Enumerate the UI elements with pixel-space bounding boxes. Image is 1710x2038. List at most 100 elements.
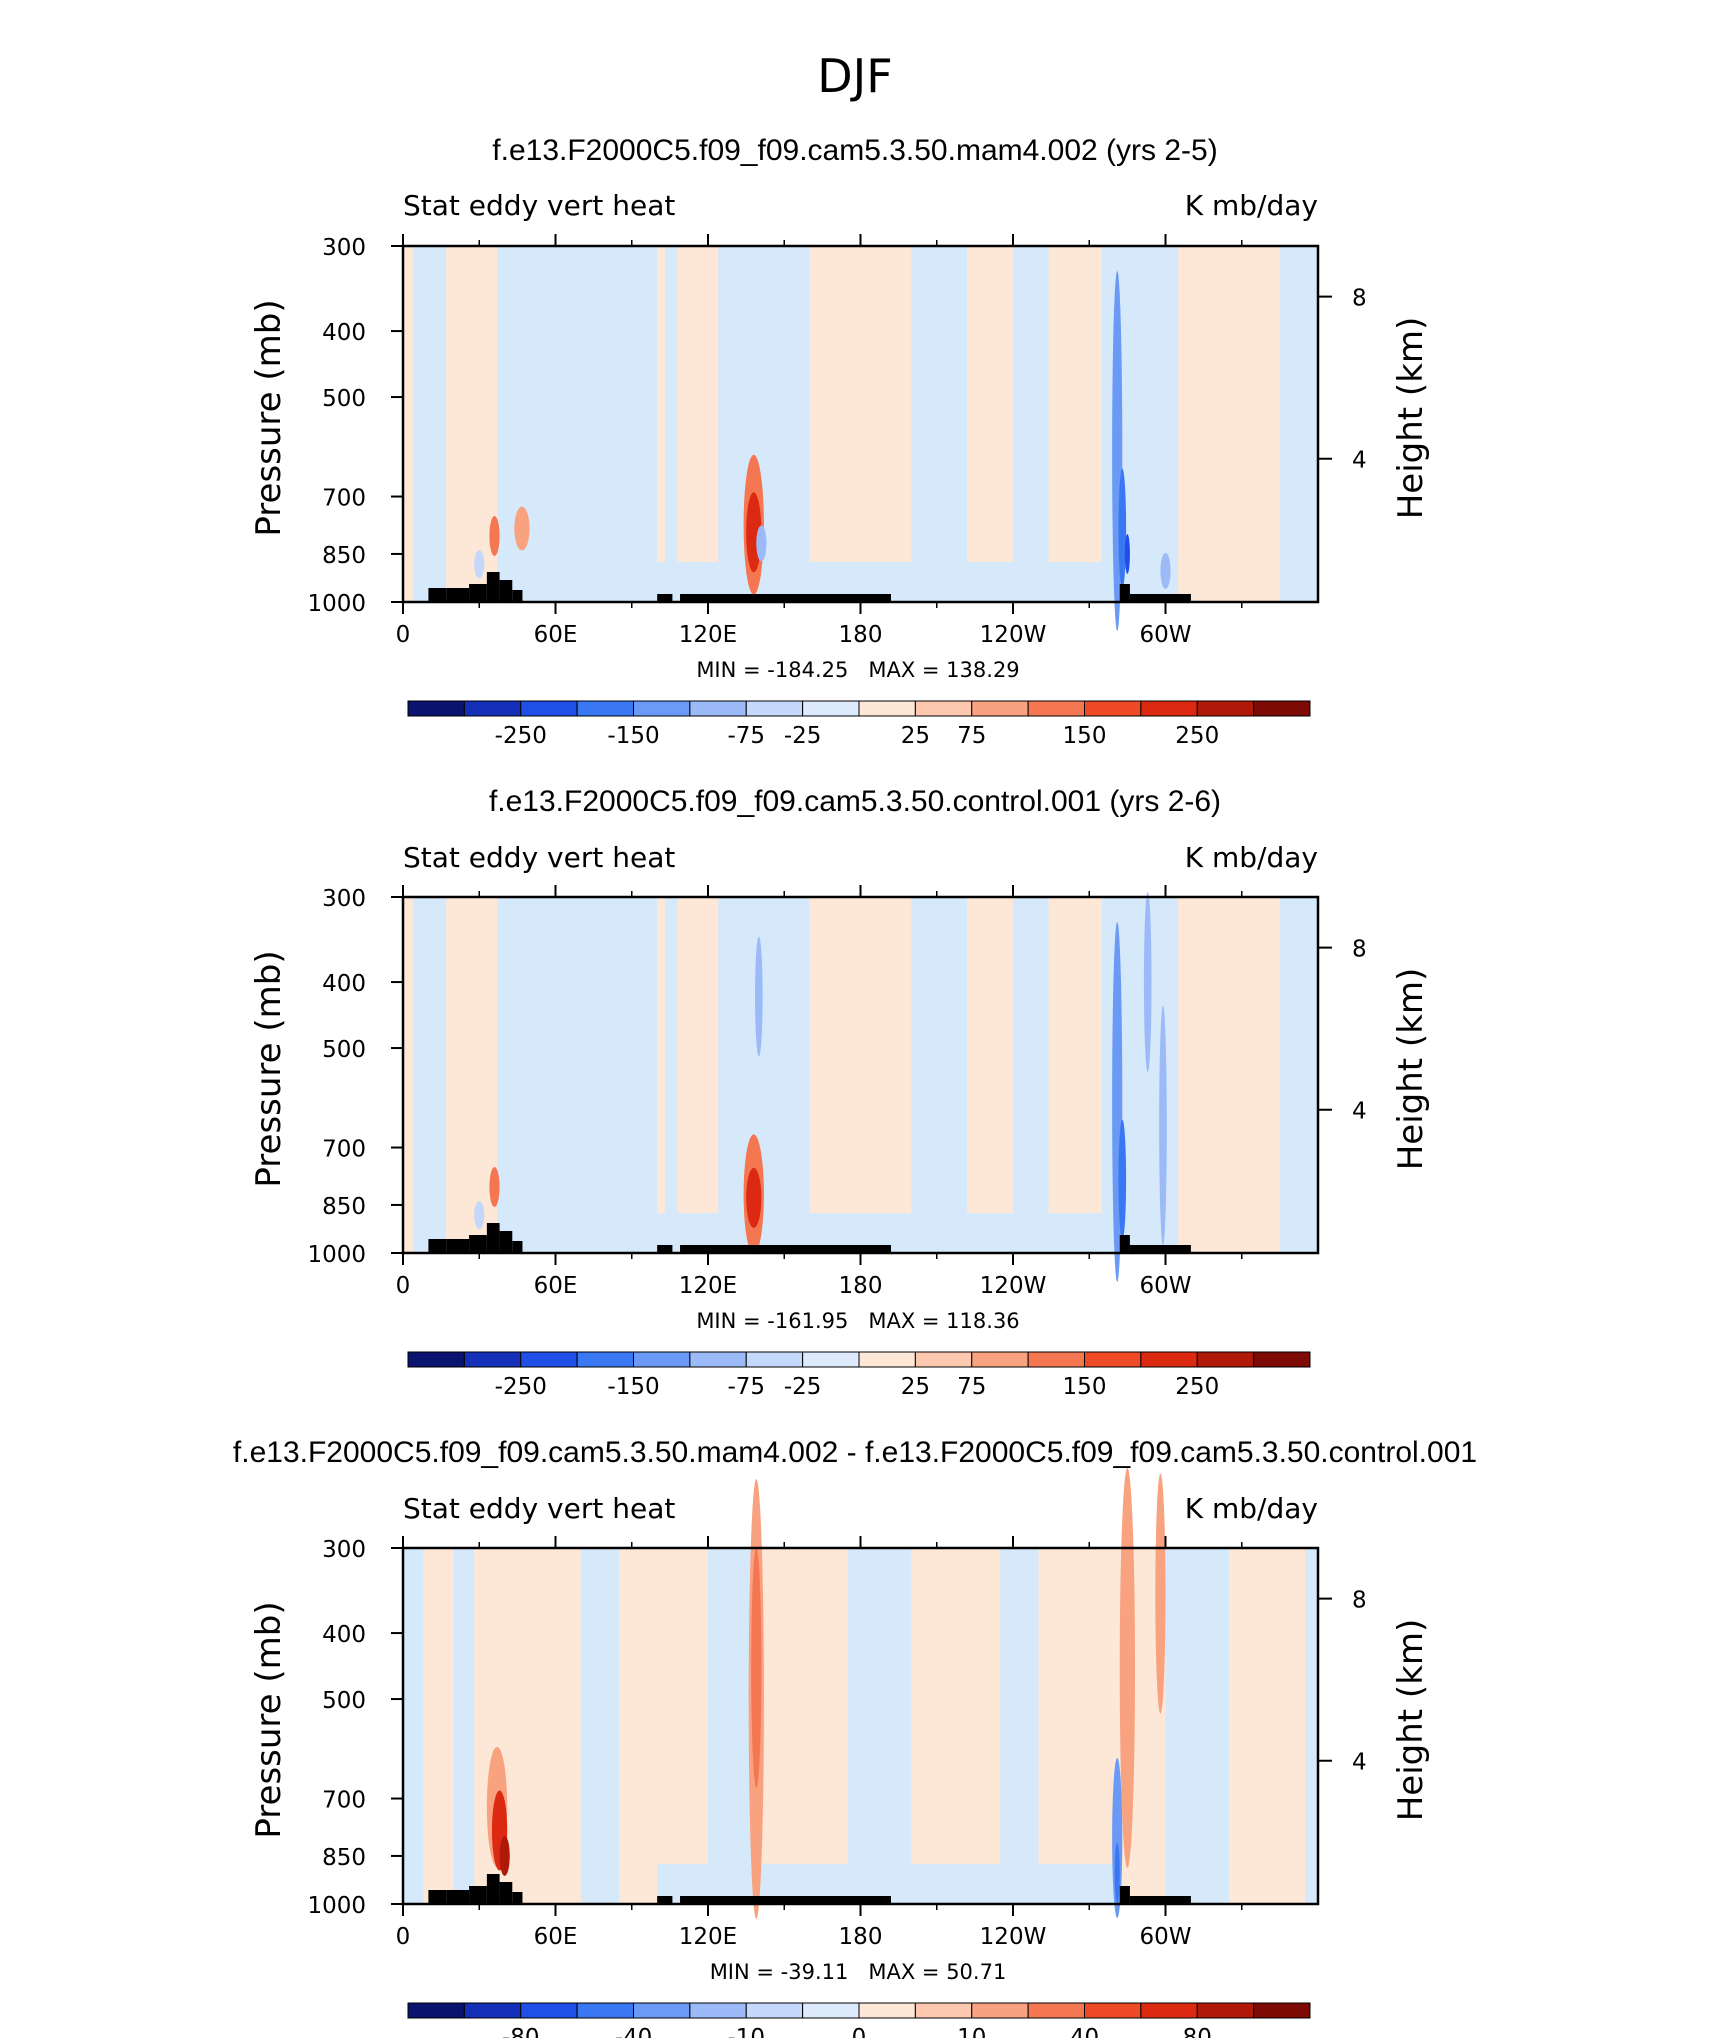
colorbar-box (914, 2002, 973, 2019)
colorbar-box (689, 2002, 747, 2019)
field-region (1048, 897, 1102, 1253)
y-tick-label: 400 (322, 1622, 366, 1648)
y-right-tick-label: 4 (1352, 1099, 1367, 1125)
colorbar-box (802, 700, 860, 717)
colorbar-label: 40 (1070, 2025, 1099, 2038)
colorbar-box (858, 1351, 916, 1368)
field-region (1038, 1548, 1166, 1904)
colorbar-box (633, 700, 691, 717)
field-region (1178, 246, 1280, 602)
field-feature (1118, 1119, 1127, 1240)
colorbar-box (1253, 1351, 1311, 1368)
colorbar-box (1084, 2002, 1142, 2019)
field-feature (755, 936, 763, 1057)
field-region (580, 1548, 620, 1904)
colorbar-label: 75 (957, 1374, 986, 1400)
field-region (1178, 897, 1280, 1253)
field-region (403, 246, 414, 602)
panel-2-stats: MIN = -161.95 MAX = 118.36 (696, 1309, 1019, 1333)
panel-2-colorbar: -250 -150 -75 -25 25 75 150 250 (407, 1351, 1311, 1400)
terrain-block (657, 1245, 673, 1253)
field-region (619, 1548, 708, 1904)
terrain-block (680, 1245, 891, 1253)
colorbar-label: 250 (1175, 1374, 1219, 1400)
x-tick-label: 0 (396, 622, 411, 648)
colorbar-label: -75 (727, 723, 765, 749)
y-tick-label: 700 (322, 1788, 366, 1814)
field-feature (474, 1201, 485, 1230)
panel-3-colorbar: -80 -40 -10 0 10 40 80 (407, 2002, 1311, 2038)
y-tick-label: 300 (322, 1537, 366, 1563)
colorbar-box (1140, 2002, 1198, 2019)
colorbar-box (1140, 1351, 1198, 1368)
colorbar-box (520, 2002, 578, 2019)
y-right-tick-label: 8 (1352, 1588, 1367, 1614)
colorbar-box (633, 2002, 691, 2019)
panel-1-units: K mb/day (1185, 189, 1318, 222)
colorbar-box (971, 1351, 1029, 1368)
colorbar-label: -250 (495, 723, 547, 749)
panel-3-units: K mb/day (1185, 1492, 1318, 1525)
field-feature (499, 1835, 510, 1876)
terrain-block (1129, 594, 1191, 602)
terrain-block (512, 1892, 523, 1904)
panel-3-ylabel: Pressure (mb) (249, 1601, 289, 1838)
x-tick-label: 60W (1139, 1924, 1191, 1950)
y-tick-label: 500 (322, 1037, 366, 1063)
field-feature (746, 1167, 762, 1228)
y-tick-label: 1000 (307, 1893, 366, 1919)
figure-title: DJF (817, 49, 892, 103)
colorbar-label: 80 (1183, 2025, 1212, 2038)
field-region (967, 246, 1013, 602)
colorbar-label: -40 (615, 2025, 653, 2038)
colorbar-box (745, 700, 804, 717)
terrain-block (680, 1896, 891, 1904)
colorbar-label: 25 (901, 723, 930, 749)
x-tick-label: 120E (679, 1924, 737, 1950)
y-tick-label: 300 (322, 886, 366, 912)
y-tick-label: 850 (322, 543, 366, 569)
field-feature (489, 1167, 500, 1208)
colorbar-box (971, 700, 1029, 717)
x-tick-label: 0 (396, 1273, 411, 1299)
colorbar-box (689, 1351, 747, 1368)
colorbar-box (1027, 1351, 1085, 1368)
terrain-block (486, 1223, 500, 1253)
y-right-tick-label: 8 (1352, 286, 1367, 312)
y-tick-label: 700 (322, 486, 366, 512)
panel-1-plot-area (401, 244, 1320, 631)
x-tick-label: 120W (980, 1273, 1047, 1299)
colorbar-label: -25 (784, 1374, 822, 1400)
field-feature (1159, 1005, 1167, 1246)
field-feature (1112, 1758, 1123, 1919)
panel-3-left-string: Stat eddy vert heat (403, 1492, 675, 1525)
panel-3: f.e13.F2000C5.f09_f09.cam5.3.50.mam4.002… (233, 1436, 1477, 2038)
colorbar-box (1196, 700, 1255, 717)
terrain-block (446, 1890, 470, 1904)
colorbar-box (745, 1351, 804, 1368)
panel-3-plot-area (401, 1467, 1320, 1920)
terrain-block (486, 572, 500, 602)
y-tick-label: 300 (322, 235, 366, 261)
terrain-block (446, 588, 470, 602)
colorbar-box (407, 2002, 465, 2019)
colorbar-label: 0 (852, 2025, 867, 2038)
panel-1-colorbar: -250 -150 -75 -25 25 75 150 250 (407, 700, 1311, 749)
field-region (1013, 246, 1049, 602)
colorbar-label: 250 (1175, 723, 1219, 749)
y-tick-label: 500 (322, 1688, 366, 1714)
y-tick-label: 700 (322, 1137, 366, 1163)
panel-3-ylabel-right: Height (km) (1391, 1619, 1431, 1822)
terrain-block (499, 1231, 513, 1253)
colorbar-label: 10 (957, 2025, 986, 2038)
colorbar-box (745, 2002, 804, 2019)
colorbar-box (576, 700, 634, 717)
colorbar-box (1084, 700, 1142, 717)
panel-2-ylabel: Pressure (mb) (249, 950, 289, 1187)
y-tick-label: 1000 (307, 591, 366, 617)
terrain-block (657, 594, 673, 602)
x-tick-label: 180 (839, 1924, 883, 1950)
field-region (911, 897, 968, 1253)
field-region (1165, 1548, 1230, 1904)
